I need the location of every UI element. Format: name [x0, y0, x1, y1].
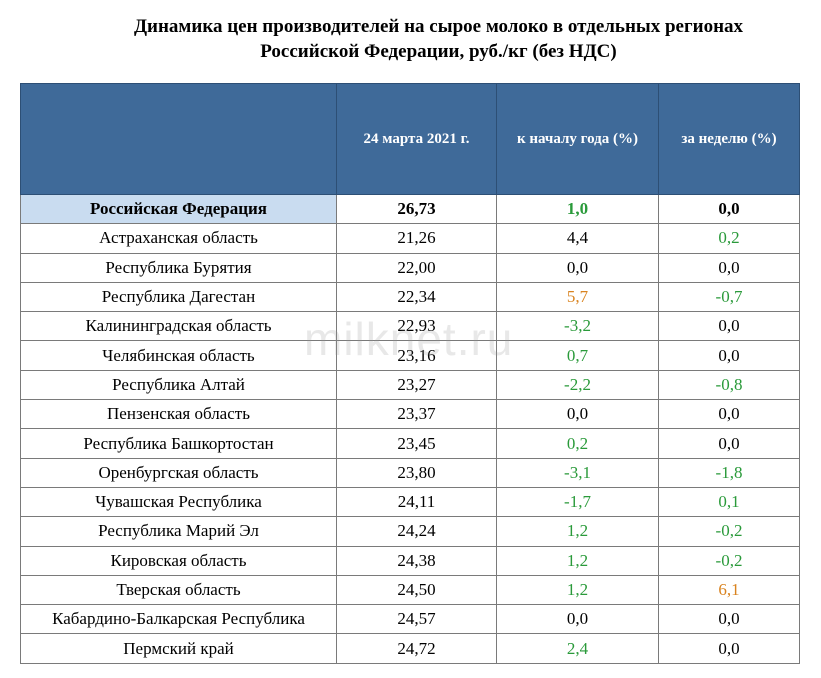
table-row: Пензенская область 23,37 0,0 0,0 — [20, 399, 800, 430]
ytd-change-cell: 5,7 — [496, 281, 659, 313]
week-change-cell: 0,0 — [658, 633, 800, 664]
price-cell: 24,57 — [336, 604, 497, 635]
ytd-change-cell: -3,1 — [496, 457, 659, 488]
table-row: Кировская область 24,38 1,2 -0,2 — [20, 545, 800, 576]
region-cell: Пензенская область — [20, 399, 337, 430]
table-row: Челябинская область 23,16 0,7 0,0 — [20, 340, 800, 371]
week-change-cell: -0,2 — [658, 516, 800, 547]
title-line-2: Российской Федерации, руб./кг (без НДС) — [260, 41, 617, 62]
region-cell: Кабардино-Балкарская Республика — [20, 604, 337, 635]
price-cell: 26,73 — [336, 193, 497, 225]
week-change-cell: 0,1 — [658, 486, 800, 518]
week-change-cell: 0,0 — [658, 311, 800, 342]
table-row: Республика Алтай 23,27 -2,2 -0,8 — [20, 369, 800, 401]
table-row: Республика Дагестан 22,34 5,7 -0,7 — [20, 281, 800, 313]
price-cell: 22,00 — [336, 252, 497, 283]
ytd-change-cell: 0,0 — [496, 252, 659, 283]
price-cell: 24,50 — [336, 574, 497, 606]
price-cell: 22,34 — [336, 281, 497, 313]
ytd-change-cell: 0,7 — [496, 340, 659, 371]
table-row: Чувашская Республика 24,11 -1,7 0,1 — [20, 486, 800, 518]
region-cell: Российская Федерация — [20, 193, 337, 225]
region-cell: Республика Марий Эл — [20, 516, 337, 547]
ytd-change-cell: 0,0 — [496, 399, 659, 430]
table-row: Российская Федерация 26,73 1,0 0,0 — [20, 193, 800, 225]
region-cell: Республика Алтай — [20, 369, 337, 401]
week-change-cell: 0,2 — [658, 223, 800, 254]
price-cell: 23,80 — [336, 457, 497, 488]
ytd-change-cell: 0,2 — [496, 428, 659, 459]
price-cell: 24,72 — [336, 633, 497, 664]
region-cell: Кировская область — [20, 545, 337, 576]
price-cell: 24,11 — [336, 486, 497, 518]
header-price: 24 марта 2021 г. — [336, 83, 497, 195]
region-cell: Калининградская область — [20, 311, 337, 342]
price-cell: 23,45 — [336, 428, 497, 459]
week-change-cell: -0,8 — [658, 369, 800, 401]
region-cell: Чувашская Республика — [20, 486, 337, 518]
ytd-change-cell: -3,2 — [496, 311, 659, 342]
table-row: Кабардино-Балкарская Республика 24,57 0,0 0… — [20, 604, 800, 635]
price-cell: 22,93 — [336, 311, 497, 342]
week-change-cell: 0,0 — [658, 428, 800, 459]
week-change-cell: 0,0 — [658, 399, 800, 430]
region-cell: Астраханская область — [20, 223, 337, 254]
region-cell: Пермский край — [20, 633, 337, 664]
week-change-cell: 0,0 — [658, 604, 800, 635]
table-row: Астраханская область 21,26 4,4 0,2 — [20, 223, 800, 254]
region-cell: Республика Бурятия — [20, 252, 337, 283]
price-cell: 23,16 — [336, 340, 497, 371]
price-cell: 24,24 — [336, 516, 497, 547]
ytd-change-cell: 1,2 — [496, 574, 659, 606]
title-line-1: Динамика цен производителей на сырое мол… — [133, 16, 744, 37]
table-row: Тверская область 24,50 1,2 6,1 — [20, 574, 800, 606]
ytd-change-cell: 1,2 — [496, 516, 659, 547]
ytd-change-cell: 0,0 — [496, 604, 659, 635]
region-cell: Оренбургская область — [20, 457, 337, 488]
ytd-change-cell: 4,4 — [496, 223, 659, 254]
week-change-cell: 6,1 — [658, 574, 800, 606]
table-row: Республика Бурятия 22,00 0,0 0,0 — [20, 252, 800, 283]
header-region — [20, 83, 337, 195]
table-row: Пермский край 24,72 2,4 0,0 — [20, 633, 800, 664]
ytd-change-cell: -2,2 — [496, 369, 659, 401]
table-row: Калининградская область 22,93 -3,2 0,0 — [20, 311, 800, 342]
table-body: Российская Федерация 26,73 1,0 0,0 Астраханс… — [20, 193, 800, 664]
region-cell: Республика Дагестан — [20, 281, 337, 313]
region-cell: Челябинская область — [20, 340, 337, 371]
price-cell: 23,37 — [336, 399, 497, 430]
table-row: Оренбургская область 23,80 -3,1 -1,8 — [20, 457, 800, 488]
region-cell: Тверская область — [20, 574, 337, 606]
price-cell: 24,38 — [336, 545, 497, 576]
week-change-cell: -1,8 — [658, 457, 800, 488]
week-change-cell: -0,7 — [658, 281, 800, 313]
ytd-change-cell: -1,7 — [496, 486, 659, 518]
week-change-cell: 0,0 — [658, 193, 800, 225]
week-change-cell: -0,2 — [658, 545, 800, 576]
week-change-cell: 0,0 — [658, 252, 800, 283]
ytd-change-cell: 1,2 — [496, 545, 659, 576]
price-cell: 21,26 — [336, 223, 497, 254]
table-header-row: 24 марта 2021 г. к началу года (%) за не… — [20, 83, 800, 195]
price-cell: 23,27 — [336, 369, 497, 401]
header-week: за неделю (%) — [658, 83, 800, 195]
ytd-change-cell: 1,0 — [496, 193, 659, 225]
table-row: Республика Башкортостан 23,45 0,2 0,0 — [20, 428, 800, 459]
page-title: Динамика цен производителей на сырое мол… — [0, 14, 821, 64]
ytd-change-cell: 2,4 — [496, 633, 659, 664]
region-cell: Республика Башкортостан — [20, 428, 337, 459]
table-row: Республика Марий Эл 24,24 1,2 -0,2 — [20, 516, 800, 547]
price-table: 24 марта 2021 г. к началу года (%) за не… — [20, 83, 800, 664]
week-change-cell: 0,0 — [658, 340, 800, 371]
header-ytd: к началу года (%) — [496, 83, 659, 195]
